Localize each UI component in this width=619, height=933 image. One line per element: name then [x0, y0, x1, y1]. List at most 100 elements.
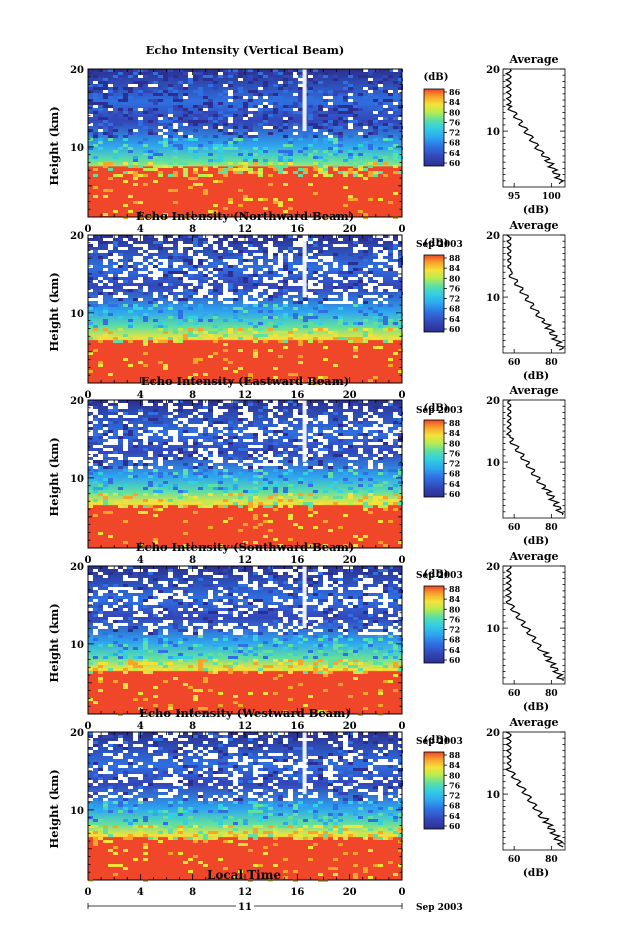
heatmap-cell — [183, 683, 188, 686]
heatmap-cell — [243, 439, 248, 442]
heatmap-cell — [328, 466, 333, 469]
heatmap-cell — [173, 599, 178, 602]
heatmap-cell — [343, 472, 348, 475]
heatmap-cell — [118, 599, 123, 602]
heatmap-cell — [173, 189, 178, 192]
heatmap-cell — [343, 481, 348, 484]
heatmap-cell — [113, 590, 118, 593]
heatmap-cell — [338, 572, 343, 575]
heatmap-cell — [178, 310, 183, 313]
heatmap-cell — [388, 487, 393, 490]
heatmap-cell — [328, 99, 333, 102]
heatmap-cell — [193, 123, 198, 126]
heatmap-cell — [163, 611, 168, 614]
heatmap-cell — [218, 72, 223, 75]
heatmap-cell — [148, 623, 153, 626]
heatmap-cell — [273, 250, 278, 253]
heatmap-cell — [193, 460, 198, 463]
heatmap-cell — [293, 313, 298, 316]
heatmap-cell — [248, 108, 253, 111]
heatmap-cell — [163, 581, 168, 584]
heatmap-cell — [108, 253, 113, 256]
heatmap-cell — [208, 114, 213, 117]
heatmap-cell — [228, 295, 233, 298]
heatmap-cell — [183, 614, 188, 617]
heatmap-cell — [378, 108, 383, 111]
heatmap-cell — [203, 274, 208, 277]
heatmap-cell — [298, 316, 303, 319]
profile-x-tick-label: 60 — [508, 689, 521, 699]
heatmap-cell — [393, 84, 398, 87]
heatmap-cell — [163, 277, 168, 280]
heatmap-cell — [338, 337, 343, 340]
heatmap-cell — [188, 331, 193, 334]
heatmap-cell — [393, 689, 398, 692]
heatmap-cell — [263, 650, 268, 653]
heatmap-cell — [128, 84, 133, 87]
heatmap-cell — [123, 358, 128, 361]
heatmap-cell — [208, 319, 213, 322]
heatmap-cell — [283, 490, 288, 493]
heatmap-cell — [318, 129, 323, 132]
heatmap-cell — [218, 159, 223, 162]
heatmap-cell — [153, 298, 158, 301]
heatmap-cell — [113, 129, 118, 132]
heatmap-cell — [138, 123, 143, 126]
heatmap-cell — [143, 253, 148, 256]
heatmap-cell — [213, 644, 218, 647]
heatmap-cell — [308, 153, 313, 156]
heatmap-cell — [183, 123, 188, 126]
heatmap-cell — [253, 454, 258, 457]
heatmap-cell — [308, 626, 313, 629]
heatmap-cell — [368, 478, 373, 481]
heatmap-cell — [303, 656, 308, 659]
heatmap-cell — [333, 478, 338, 481]
heatmap-cell — [233, 123, 238, 126]
heatmap-cell — [233, 611, 238, 614]
heatmap-cell — [158, 599, 163, 602]
heatmap-cell — [238, 171, 243, 174]
heatmap-cell — [328, 90, 333, 93]
heatmap-cell — [178, 457, 183, 460]
heatmap-cell — [238, 584, 243, 587]
heatmap-cell — [353, 123, 358, 126]
heatmap-cell — [123, 644, 128, 647]
heatmap-cell — [88, 409, 93, 412]
heatmap-cell — [123, 289, 128, 292]
heatmap-cell — [383, 665, 388, 668]
heatmap-cell — [273, 641, 278, 644]
heatmap-cell — [108, 96, 113, 99]
heatmap-cell — [178, 123, 183, 126]
heatmap-cell — [348, 262, 353, 265]
heatmap-cell — [373, 162, 378, 165]
profile-y-tick-label: 20 — [486, 396, 500, 407]
heatmap-cell — [368, 132, 373, 135]
heatmap-cell — [363, 578, 368, 581]
colorbar — [424, 255, 444, 332]
heatmap-cell — [133, 268, 138, 271]
heatmap-cell — [393, 629, 398, 632]
heatmap-cell — [213, 340, 218, 343]
heatmap-cell — [238, 529, 243, 532]
heatmap-cell — [253, 647, 258, 650]
heatmap-cell — [293, 409, 298, 412]
heatmap-cell — [273, 460, 278, 463]
heatmap-cell — [393, 656, 398, 659]
heatmap-cell — [368, 87, 373, 90]
heatmap-cell — [313, 298, 318, 301]
heatmap-cell — [253, 96, 258, 99]
heatmap-cell — [258, 644, 263, 647]
heatmap-cell — [258, 463, 263, 466]
heatmap-cell — [393, 499, 398, 502]
heatmap-cell — [213, 575, 218, 578]
heatmap-cell — [188, 334, 193, 337]
heatmap-cell — [248, 421, 253, 424]
heatmap-cell — [258, 150, 263, 153]
heatmap-cell — [338, 575, 343, 578]
heatmap-cell — [183, 168, 188, 171]
heatmap-cell — [248, 424, 253, 427]
heatmap-cell — [348, 605, 353, 608]
heatmap-cell — [93, 454, 98, 457]
heatmap-cell — [138, 307, 143, 310]
heatmap-cell — [178, 409, 183, 412]
